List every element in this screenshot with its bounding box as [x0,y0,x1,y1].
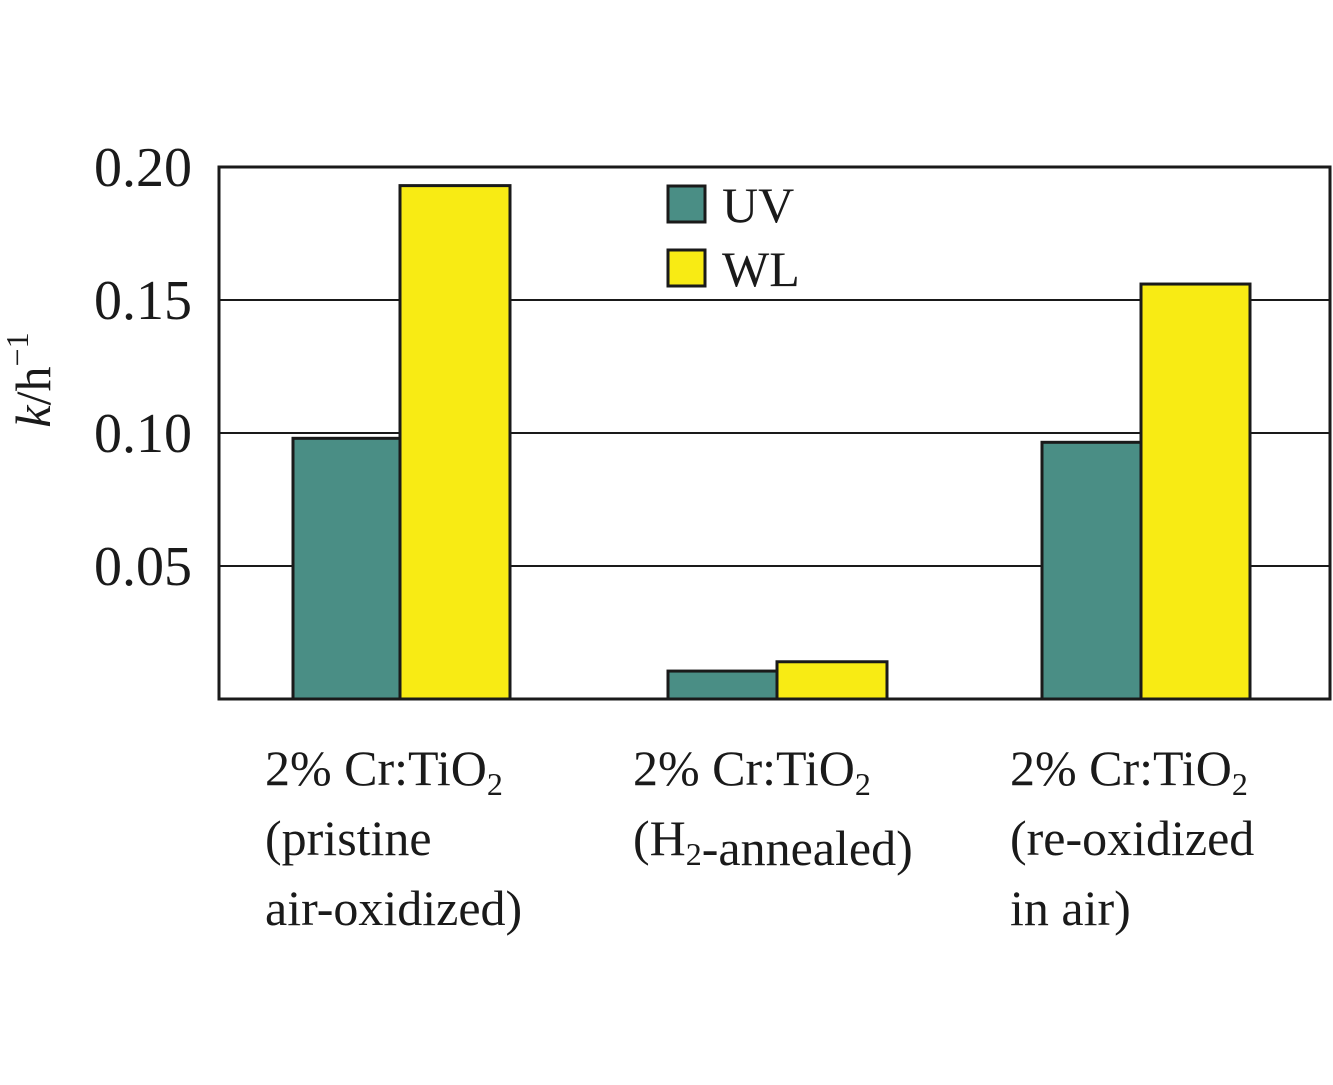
legend-label-uv: UV [722,177,794,233]
y-tick-label: 0.10 [94,403,192,465]
y-axis-label-unit: /h [5,366,61,405]
y-tick-label: 0.15 [94,270,192,332]
y-axis-label-exp: −1 [0,332,35,366]
bar-wl-0 [398,184,512,701]
legend-swatch-wl [666,248,707,288]
x-category-label-line: 2% Cr:TiO2 [265,740,503,802]
x-category-label-line: 2% Cr:TiO2 [633,740,871,802]
bar-uv-2 [1040,440,1143,701]
legend: UV WL [666,177,800,297]
legend-swatch-uv [666,184,707,224]
y-axis-ticks: 0.05 0.10 0.15 0.20 [94,137,192,598]
x-category-label-line: (pristine [265,810,432,866]
y-axis-label-var: k [5,405,61,428]
x-category-label-line: air-oxidized) [265,880,522,936]
y-tick-label: 0.05 [94,536,192,598]
x-category-label-line: (H2-annealed) [633,810,913,876]
bar-wl-2 [1139,282,1252,701]
y-axis-label: k/h−1 [0,332,61,427]
y-tick-label: 0.20 [94,137,192,199]
x-category-label-line: (re-oxidized [1010,810,1254,866]
x-category-label-line: 2% Cr:TiO2 [1010,740,1248,802]
plot-frame [217,165,1332,701]
bar-uv-1 [666,669,779,701]
bar-uv-0 [291,436,402,701]
bar-wl-1 [775,660,889,701]
x-axis-categories: 2% Cr:TiO2 (pristine air-oxidized) 2% Cr:Ti… [265,740,1254,936]
x-category-label-line: in air) [1010,880,1131,936]
legend-label-wl: WL [722,241,800,297]
